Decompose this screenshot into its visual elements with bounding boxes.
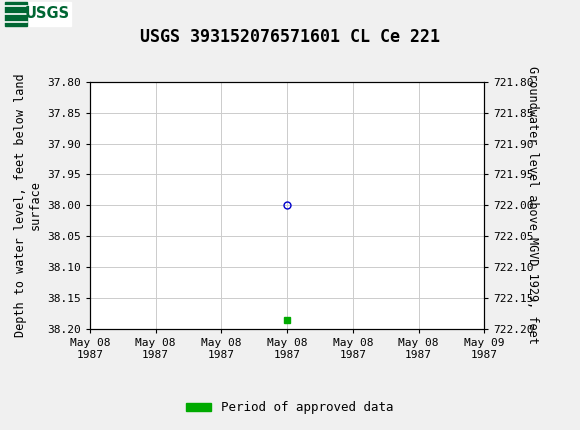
Text: USGS: USGS — [25, 6, 70, 22]
Bar — [5, 2, 27, 26]
Bar — [5, 2, 71, 26]
Y-axis label: Depth to water level, feet below land
surface: Depth to water level, feet below land su… — [13, 74, 42, 337]
Text: USGS 393152076571601 CL Ce 221: USGS 393152076571601 CL Ce 221 — [140, 28, 440, 46]
Y-axis label: Groundwater level above MGVD 1929, feet: Groundwater level above MGVD 1929, feet — [527, 66, 539, 344]
Legend: Period of approved data: Period of approved data — [181, 396, 399, 419]
